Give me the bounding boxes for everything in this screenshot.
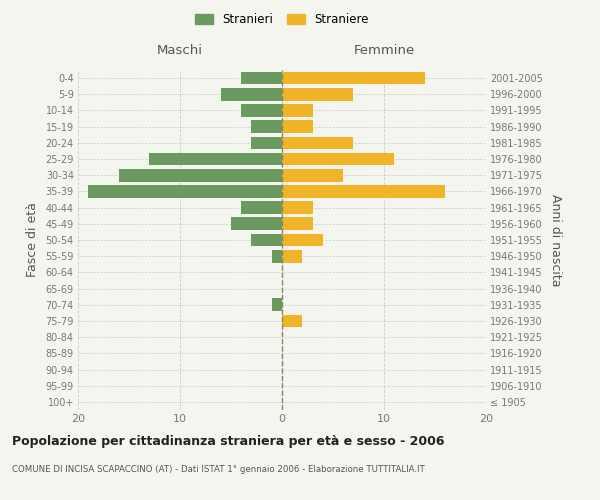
Bar [282, 218, 313, 230]
Bar [88, 185, 282, 198]
Bar [282, 136, 353, 149]
Bar [241, 72, 282, 85]
Bar [251, 136, 282, 149]
Bar [241, 202, 282, 214]
Bar [231, 218, 282, 230]
Bar [282, 250, 302, 262]
Bar [149, 152, 282, 166]
Bar [282, 152, 394, 166]
Bar [282, 234, 323, 246]
Text: COMUNE DI INCISA SCAPACCINO (AT) - Dati ISTAT 1° gennaio 2006 - Elaborazione TUT: COMUNE DI INCISA SCAPACCINO (AT) - Dati … [12, 465, 425, 474]
Bar [251, 234, 282, 246]
Legend: Stranieri, Straniere: Stranieri, Straniere [190, 8, 374, 31]
Bar [251, 120, 282, 133]
Bar [221, 88, 282, 101]
Bar [272, 250, 282, 262]
Bar [282, 72, 425, 85]
Bar [282, 169, 343, 181]
Text: Popolazione per cittadinanza straniera per età e sesso - 2006: Popolazione per cittadinanza straniera p… [12, 435, 445, 448]
Bar [282, 185, 445, 198]
Bar [272, 298, 282, 311]
Bar [241, 104, 282, 117]
Bar [282, 88, 353, 101]
Text: Femmine: Femmine [353, 44, 415, 57]
Y-axis label: Fasce di età: Fasce di età [26, 202, 38, 278]
Bar [282, 314, 302, 328]
Bar [282, 202, 313, 214]
Y-axis label: Anni di nascita: Anni di nascita [550, 194, 562, 286]
Text: Maschi: Maschi [157, 44, 203, 57]
Bar [282, 120, 313, 133]
Bar [282, 104, 313, 117]
Bar [119, 169, 282, 181]
